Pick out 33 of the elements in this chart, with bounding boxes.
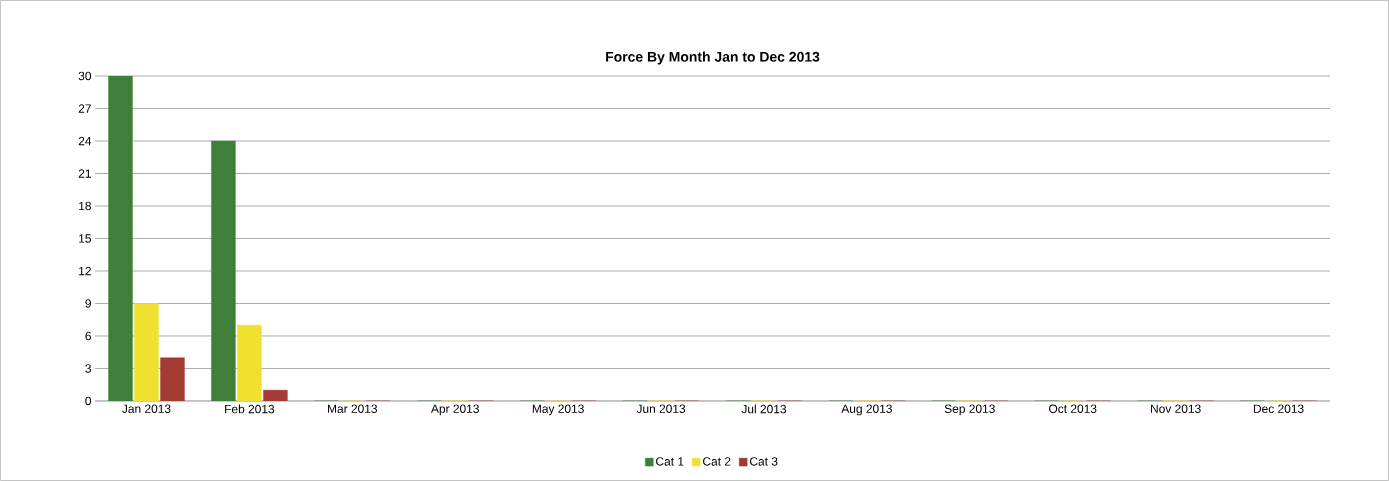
- y-tick-label: 15: [79, 234, 91, 243]
- x-tick-label: Jan 2013: [122, 404, 171, 413]
- y-tick-label: 3: [85, 364, 91, 373]
- x-tick-label: May 2013: [532, 404, 584, 416]
- x-tick-label: Nov 2013: [1151, 404, 1201, 413]
- y-tick-label: 30: [78, 71, 92, 81]
- bar: [237, 324, 262, 401]
- x-tick-label: Aug 2013: [841, 404, 892, 416]
- y-tick-label: 0: [85, 396, 92, 406]
- legend-label: Cat 1: [656, 457, 684, 466]
- y-tick-label: 24: [78, 136, 92, 146]
- x-tick-label: Oct 2013: [1049, 404, 1097, 413]
- x-tick-label: Dec 2013: [1253, 404, 1304, 413]
- x-tick-label: Jun 2013: [636, 404, 686, 413]
- bar: [108, 75, 133, 401]
- x-tick-label: Jul 2013: [741, 404, 787, 414]
- y-tick-label: 12: [79, 266, 91, 276]
- y-tick-label: 6: [85, 331, 91, 341]
- bar: [263, 389, 288, 401]
- x-tick-label: Feb 2013: [225, 404, 275, 414]
- bar: [160, 357, 185, 401]
- x-tick-label: Apr 2013: [430, 404, 479, 416]
- legend-label: Cat 3: [749, 457, 778, 466]
- y-tick-label: 9: [85, 299, 91, 308]
- bar: [134, 303, 159, 401]
- legend-label: Cat 2: [703, 457, 731, 466]
- y-tick-label: 21: [78, 169, 91, 178]
- bar: [211, 140, 236, 401]
- x-tick-label: Mar 2013: [328, 404, 378, 413]
- y-tick-label: 18: [79, 201, 91, 211]
- x-tick-label: Sep 2013: [944, 404, 995, 416]
- y-tick-label: 27: [78, 104, 91, 113]
- chart-title: Force By Month Jan to Dec 2013: [606, 51, 820, 65]
